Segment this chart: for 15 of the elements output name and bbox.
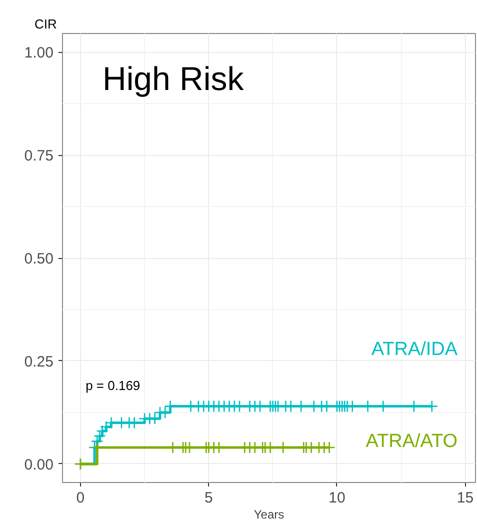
y-tick-label: 0.50 (24, 250, 54, 268)
annotation: p = 0.169 (86, 378, 140, 394)
x-tick-label: 15 (456, 490, 474, 506)
text: High Risk (102, 60, 244, 97)
x-tick-label: 0 (76, 490, 85, 506)
series-label: ATRA/ATO (366, 430, 458, 452)
y-tick-label: 1.00 (24, 44, 54, 62)
x-tick-label: 5 (204, 490, 213, 506)
x-axis-title: Years (254, 508, 284, 522)
y-tick-label: 0.25 (24, 353, 54, 370)
x-tick-label: 10 (328, 490, 346, 506)
y-tick-label: 0.75 (24, 148, 54, 165)
y-axis-title: CIR (34, 16, 57, 32)
y-tick-label: 0.00 (24, 456, 54, 474)
text: ATRA/IDA (371, 338, 458, 360)
